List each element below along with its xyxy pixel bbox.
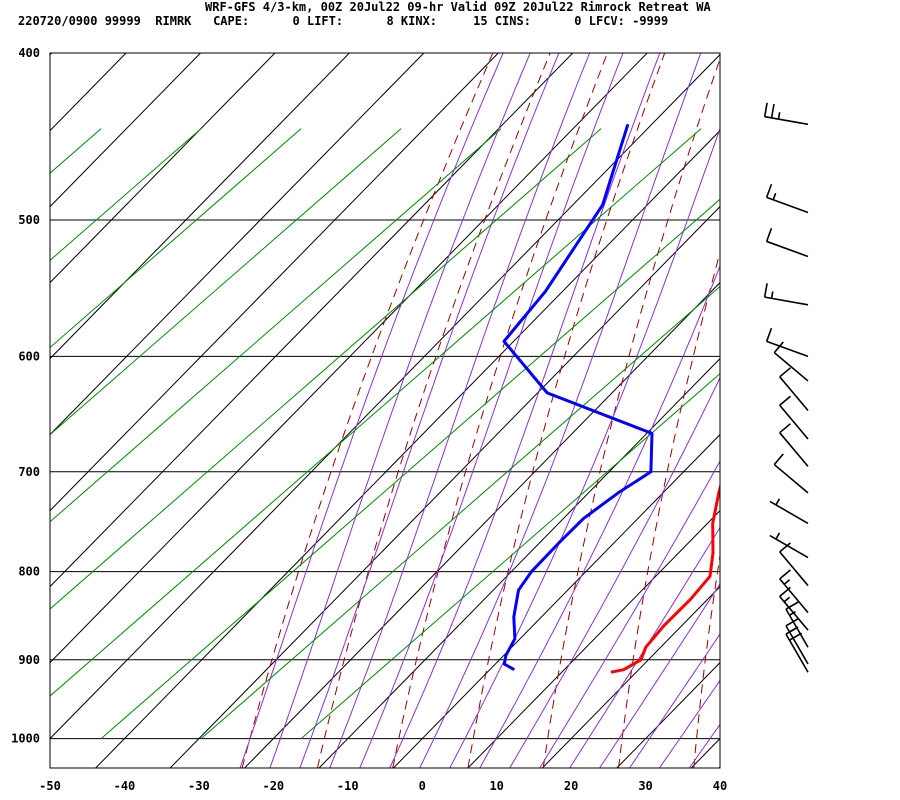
pressure-tick-label: 900 [18, 653, 40, 667]
dry-adiabat-line [769, 53, 894, 768]
temperature-tick-label: 20 [564, 779, 578, 793]
isotherm-line [467, 509, 720, 768]
temperature-tick-label: 40 [713, 779, 727, 793]
mixing-ratio-line [200, 285, 720, 740]
moist-adiabat-line [718, 765, 720, 768]
dewpoint-trace [502, 123, 654, 672]
dry-adiabat-line [693, 552, 720, 768]
moist-adiabat-line [479, 264, 720, 768]
mixing-ratio-line [0, 129, 1, 739]
chart-title: WRF-GFS 4/3-km, 00Z 20Jul22 09-hr Valid … [205, 0, 711, 14]
wind-barb [765, 327, 809, 358]
wind-barb [785, 626, 809, 673]
moist-adiabat-line [539, 460, 720, 768]
pressure-tick-label: 500 [18, 213, 40, 227]
dry-adiabat-line [467, 53, 666, 768]
wind-barb [765, 228, 809, 258]
mixing-ratio-line [50, 128, 602, 610]
isotherm-line [50, 53, 350, 360]
pressure-tick-label: 800 [18, 565, 40, 579]
wind-barb [765, 183, 809, 214]
isotherm-line [50, 53, 276, 284]
moist-adiabat-line [628, 633, 720, 768]
temperature-tick-label: -30 [188, 779, 210, 793]
dry-adiabat-line [844, 53, 900, 768]
moist-adiabat-line [239, 53, 504, 768]
moist-adiabat-line [599, 582, 720, 768]
mixing-ratio-line [50, 128, 402, 436]
moist-adiabat-line [449, 127, 720, 768]
pressure-tick-label: 400 [18, 46, 40, 60]
mixing-ratio-line [50, 128, 302, 349]
moist-adiabat-line [329, 53, 591, 768]
temperature-tick-label: 10 [489, 779, 503, 793]
pressure-tick-label: 1000 [11, 732, 40, 746]
moist-adiabat-line [299, 53, 560, 768]
temperature-tick-label: -20 [262, 779, 284, 793]
isotherm-line [690, 737, 720, 768]
moist-adiabat-line [419, 53, 702, 768]
wind-barb [763, 102, 809, 126]
moist-adiabat-line [359, 53, 624, 768]
moist-adiabat-line [658, 679, 720, 768]
pressure-tick-label: 700 [18, 465, 40, 479]
isotherm-line [169, 205, 720, 768]
moist-adiabat-line [509, 376, 720, 768]
temperature-tick-label: 30 [638, 779, 652, 793]
isotherm-line [95, 129, 720, 768]
dry-adiabat-line [241, 53, 494, 768]
dry-adiabat-line [392, 53, 608, 768]
temperature-tick-label: -40 [114, 779, 136, 793]
wind-barb [763, 283, 809, 306]
isotherm-lines [50, 53, 900, 768]
mixing-ratio-line [50, 128, 502, 523]
moist-adiabat-line [389, 53, 661, 768]
wind-barb [785, 618, 809, 665]
isotherm-line [542, 585, 720, 768]
isotherm-line [50, 53, 720, 740]
wind-barb [769, 498, 809, 525]
pressure-tick-label: 600 [18, 349, 40, 363]
temperature-tick-label: -10 [337, 779, 359, 793]
wind-barb [779, 395, 809, 440]
isotherm-line [50, 53, 574, 588]
isotherm-line [766, 53, 900, 768]
wind-barb [769, 532, 809, 559]
wind-barb [779, 569, 809, 614]
mixing-ratio-line [50, 128, 202, 261]
wind-barb [785, 601, 809, 648]
temperature-tick-labels: -50 -40 -30 -20 -10 0 10 20 30 40 [39, 779, 727, 793]
wind-barb [773, 453, 809, 494]
temperature-tick-label: -50 [39, 779, 61, 793]
isotherm-line [50, 53, 499, 512]
isotherm-line [318, 357, 720, 768]
isotherm-line [50, 53, 425, 436]
temperature-trace [610, 482, 720, 674]
wind-barb [779, 423, 809, 467]
dry-adiabat-line [618, 250, 720, 768]
moist-adiabat-lines [239, 53, 720, 768]
dry-adiabat-line [316, 53, 551, 768]
plot-frame [49, 52, 721, 769]
temperature-tick-label: 0 [419, 779, 426, 793]
sounding-traces [502, 123, 720, 674]
wind-barb [773, 341, 809, 382]
wind-barb [779, 542, 809, 587]
isotherm-line [50, 53, 201, 208]
moist-adiabat-line [269, 53, 531, 768]
moist-adiabat-line [569, 526, 720, 768]
wind-barbs [763, 102, 809, 673]
pressure-tick-labels: 400 500 600 700 800 900 1000 [11, 46, 40, 746]
wind-barb [779, 367, 809, 412]
station-indices: 220720/0900 99999 RIMRK CAPE: 0 LIFT: 8 … [18, 14, 669, 28]
isotherm-line [50, 53, 648, 664]
moist-adiabat-line [688, 723, 720, 768]
mixing-ratio-line [100, 198, 720, 740]
